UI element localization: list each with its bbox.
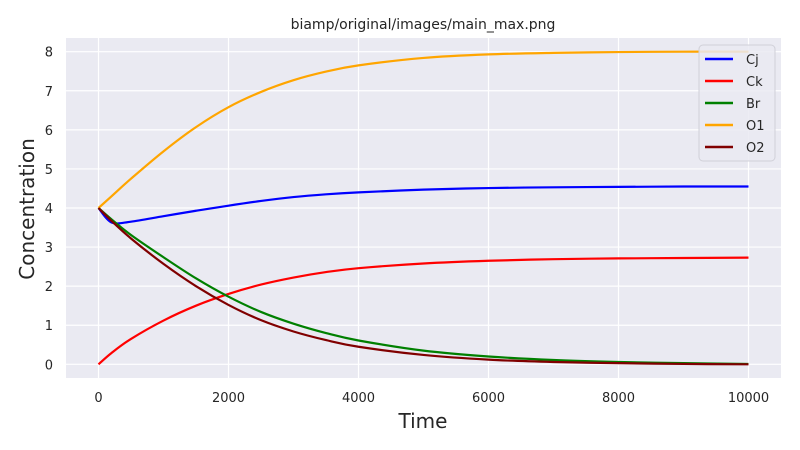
x-tick-label: 10000	[728, 391, 769, 406]
x-tick-label: 6000	[472, 391, 505, 406]
y-tick-label: 1	[45, 319, 53, 334]
series-line-o2	[97, 207, 749, 366]
y-tick-label: 5	[45, 163, 53, 178]
legend: Cj Ck Br O1 O2	[698, 44, 776, 162]
series-line-cj	[97, 185, 749, 225]
y-tick-label: 7	[45, 85, 53, 100]
y-tick-label: 2	[45, 280, 53, 295]
series-lines	[97, 50, 749, 366]
y-tick-label: 3	[45, 241, 53, 256]
chart-title: biamp/original/images/main_max.png	[291, 17, 556, 33]
x-tick-label: 2000	[212, 391, 245, 406]
y-tick-label: 4	[45, 202, 53, 217]
legend-label: Cj	[746, 53, 759, 68]
x-tick-label: 0	[94, 391, 102, 406]
y-tick-label: 0	[45, 358, 53, 373]
x-axis-label: Time	[398, 409, 448, 433]
series-line-ck	[97, 256, 749, 366]
series-line-br	[97, 207, 749, 366]
y-axis-ticks: 0 1 2 3 4 5 6 7 8	[45, 46, 53, 374]
y-axis-label: Concentration	[15, 138, 39, 279]
y-tick-label: 6	[45, 124, 53, 139]
series-line-o1	[97, 50, 749, 209]
x-tick-label: 8000	[602, 391, 635, 406]
legend-box	[698, 44, 776, 162]
x-tick-label: 4000	[342, 391, 375, 406]
legend-label: Ck	[746, 75, 763, 90]
y-tick-label: 8	[45, 46, 53, 61]
x-axis-ticks: 0 2000 4000 6000 8000 10000	[94, 391, 769, 406]
legend-label: O2	[746, 141, 765, 156]
legend-label: O1	[746, 119, 765, 134]
legend-label: Br	[746, 97, 761, 112]
